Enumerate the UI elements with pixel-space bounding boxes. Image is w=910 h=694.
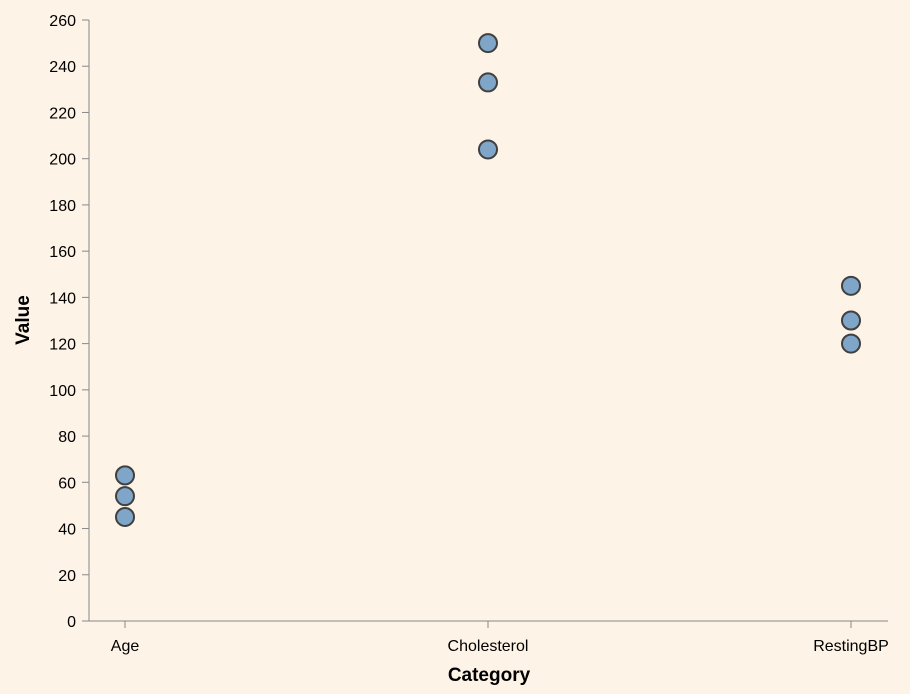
x-tick-label: Cholesterol	[448, 638, 529, 655]
y-tick-label: 200	[49, 152, 76, 169]
y-tick-label: 40	[58, 522, 76, 539]
y-tick-label: 0	[67, 614, 76, 631]
data-point	[478, 72, 498, 93]
data-point	[841, 333, 861, 354]
data-point	[115, 506, 135, 527]
y-tick-label: 20	[58, 568, 76, 585]
data-point	[841, 310, 861, 331]
y-tick-label: 180	[49, 198, 76, 215]
data-points	[115, 33, 861, 527]
y-axis-title: Value	[13, 295, 34, 345]
data-point	[478, 139, 498, 160]
y-tick-label: 260	[49, 13, 76, 30]
data-point	[115, 486, 135, 507]
y-tick-label: 60	[58, 475, 76, 492]
data-point	[841, 275, 861, 296]
y-tick-label: 240	[49, 59, 76, 76]
x-axis: Age Cholesterol RestingBP	[89, 620, 889, 655]
y-tick-label: 140	[49, 290, 76, 307]
data-point	[115, 465, 135, 486]
y-tick-label: 100	[49, 383, 76, 400]
y-tick-label: 120	[49, 337, 76, 354]
y-tick-label: 220	[49, 105, 76, 122]
y-tick-label: 160	[49, 244, 76, 261]
x-tick-label: Age	[111, 638, 140, 655]
y-axis: 0 20 40 60 80 100 120 140 160 180 200 220 240 260	[49, 13, 90, 631]
x-tick-label: RestingBP	[813, 638, 889, 655]
y-tick-label: 80	[58, 429, 76, 446]
data-point	[478, 33, 498, 54]
x-axis-title: Category	[448, 665, 531, 686]
